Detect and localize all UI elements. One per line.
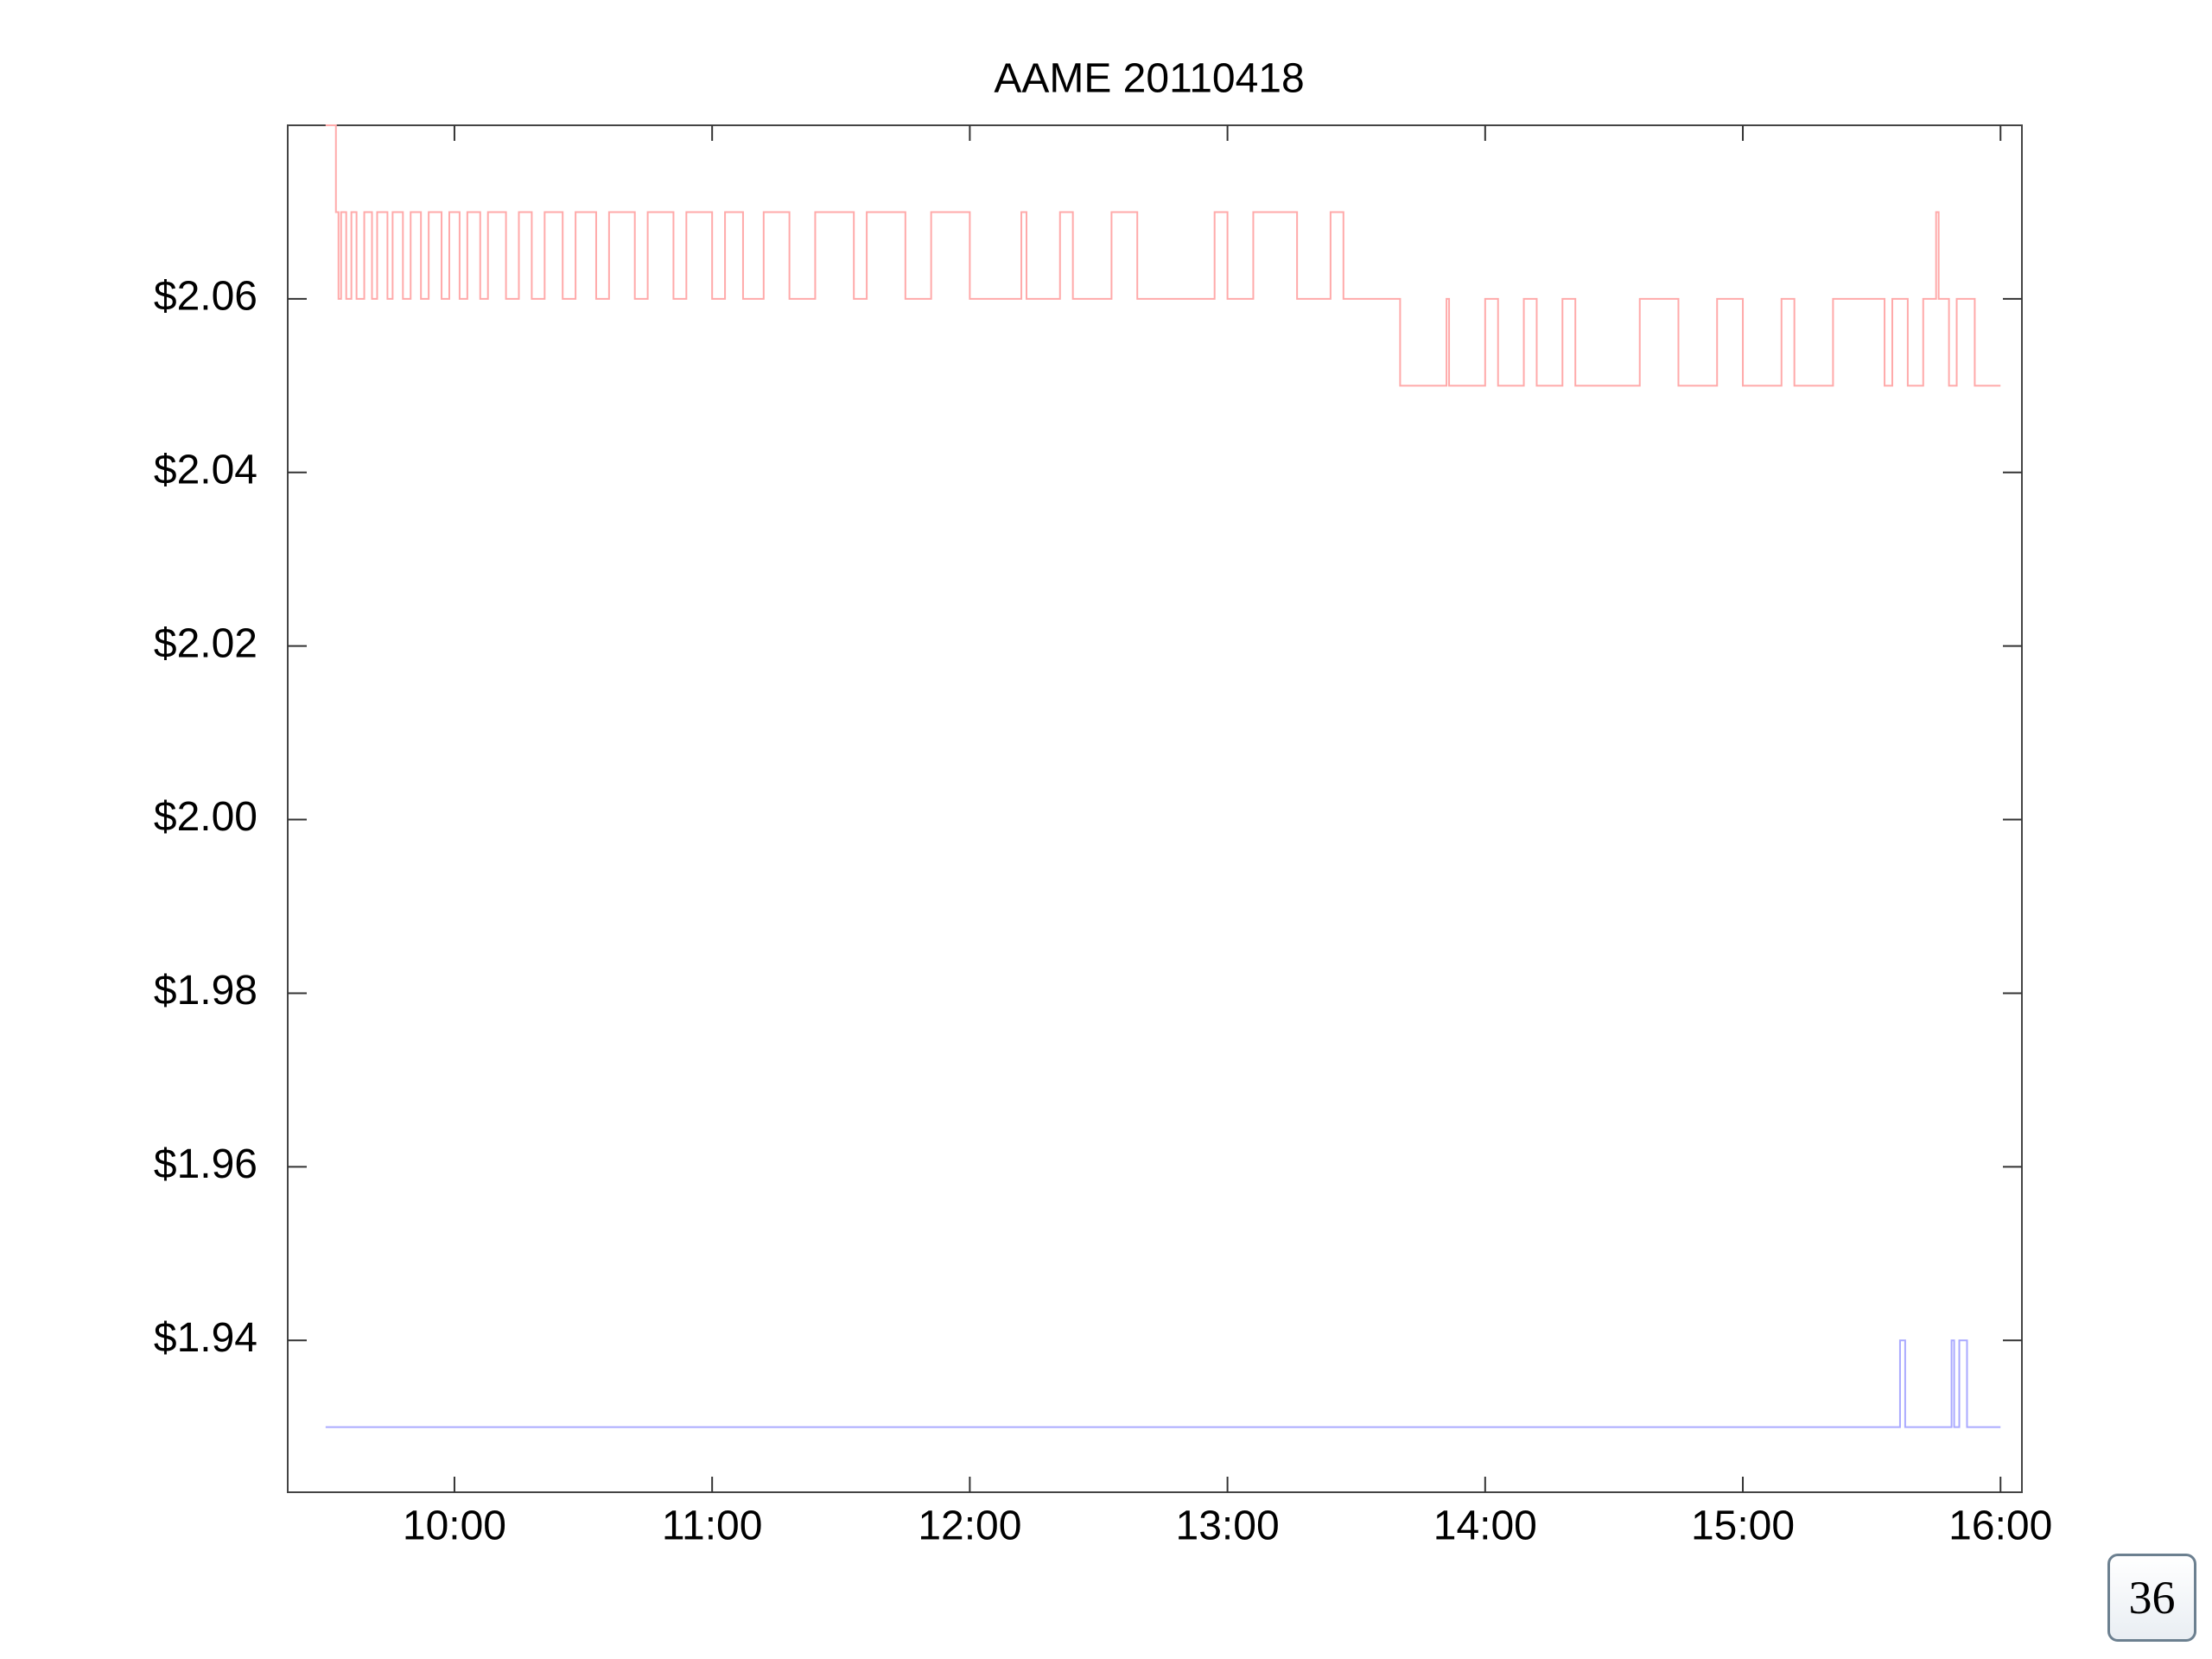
y-tick-label: $2.00 <box>154 794 257 840</box>
y-tick-label: $1.98 <box>154 968 257 1014</box>
y-tick-label: $1.94 <box>154 1315 257 1361</box>
chart-title: AAME 20110418 <box>994 56 1304 102</box>
x-tick-label: 11:00 <box>662 1503 763 1549</box>
y-tick-label: $2.02 <box>154 620 257 666</box>
series-line <box>325 124 2001 387</box>
x-tick-label: 14:00 <box>1433 1503 1537 1549</box>
y-tick-label: $2.04 <box>154 447 257 493</box>
x-tick-label: 12:00 <box>918 1503 1021 1549</box>
x-tick-label: 10:00 <box>403 1503 506 1549</box>
plot-frame <box>287 124 2023 1493</box>
x-tick-label: 16:00 <box>1948 1503 2052 1549</box>
series-line <box>325 1339 2001 1428</box>
page-number: 36 <box>2107 1554 2196 1642</box>
x-tick-label: 15:00 <box>1691 1503 1795 1549</box>
y-tick-label: $1.96 <box>154 1141 257 1187</box>
x-tick-label: 13:00 <box>1176 1503 1280 1549</box>
y-tick-label: $2.06 <box>154 274 257 320</box>
